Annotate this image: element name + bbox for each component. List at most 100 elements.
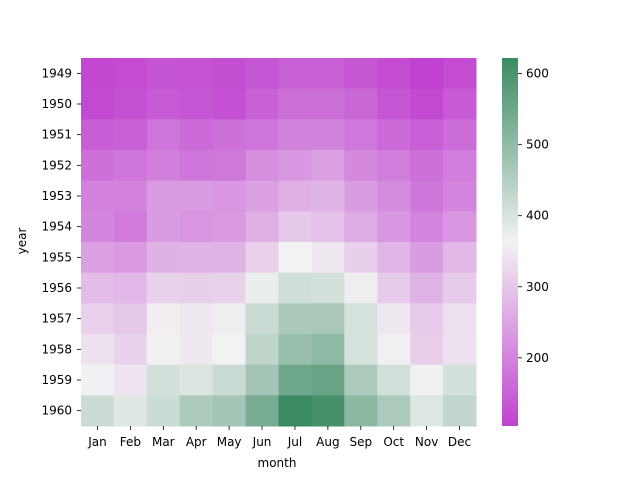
heatmap-cell xyxy=(113,88,148,120)
heatmap-cell xyxy=(344,150,378,182)
heatmap-cell xyxy=(344,242,378,274)
heatmap-cell xyxy=(410,88,444,120)
heatmap-cell xyxy=(212,364,247,396)
heatmap-cell xyxy=(410,119,444,151)
heatmap-cell xyxy=(113,150,148,182)
heatmap-cell xyxy=(245,242,279,274)
heatmap-cell xyxy=(179,334,214,366)
heatmap-cell xyxy=(212,395,247,427)
heatmap-cell xyxy=(410,395,444,427)
x-axis-label: month xyxy=(258,456,297,470)
x-tick-label: Aug xyxy=(316,435,339,449)
heatmap-cell xyxy=(377,303,411,335)
heatmap-cell xyxy=(311,395,345,427)
heatmap-cell xyxy=(443,211,477,243)
colorbar-tick-label: 500 xyxy=(526,138,549,152)
heatmap-cell xyxy=(410,272,444,304)
heatmap-cell xyxy=(113,58,148,90)
heatmap-cell xyxy=(311,364,345,396)
heatmap-cell xyxy=(443,180,477,212)
heatmap-cell xyxy=(113,119,148,151)
heatmap-cell xyxy=(179,242,214,274)
heatmap-cell xyxy=(81,364,115,396)
heatmap-cell xyxy=(278,211,312,243)
heatmap-cell xyxy=(212,58,247,90)
y-tick-label: 1958 xyxy=(41,342,72,356)
heatmap-cell xyxy=(212,242,247,274)
heatmap-cell xyxy=(311,272,345,304)
x-tick-label: May xyxy=(217,435,242,449)
y-tick-label: 1955 xyxy=(41,250,72,264)
y-tick-label: 1952 xyxy=(41,158,72,172)
heatmap-cell xyxy=(81,334,115,366)
x-tick-label: Oct xyxy=(383,435,404,449)
heatmap-cell xyxy=(212,119,247,151)
x-tick-label: Jan xyxy=(87,435,107,449)
x-tick-label: Jul xyxy=(287,435,302,449)
heatmap-cell xyxy=(146,119,181,151)
heatmap-cell xyxy=(443,242,477,274)
heatmap-cell xyxy=(410,150,444,182)
colorbar-tick-label: 600 xyxy=(526,67,549,81)
heatmap-cell xyxy=(377,395,411,427)
y-tick-label: 1949 xyxy=(41,66,72,80)
heatmap-cell xyxy=(146,242,181,274)
y-axis-ticks: 1949 1950 1951 1952 1953 1954 1955 1956 1957 1958… xyxy=(41,66,81,418)
heatmap-cell xyxy=(278,303,312,335)
y-tick-label: 1950 xyxy=(41,97,72,111)
y-tick-label: 1960 xyxy=(41,404,72,418)
heatmap-cell xyxy=(179,303,214,335)
heatmap-cell xyxy=(81,58,115,90)
heatmap-cell xyxy=(113,303,148,335)
heatmap-cell xyxy=(146,211,181,243)
heatmap-cell xyxy=(113,364,148,396)
y-tick-label: 1957 xyxy=(41,312,72,326)
heatmap-cell xyxy=(179,211,214,243)
heatmap-cell xyxy=(179,395,214,427)
heatmap-cell xyxy=(146,150,181,182)
heatmap-cell xyxy=(377,180,411,212)
heatmap-cell xyxy=(278,334,312,366)
heatmap-cell xyxy=(311,242,345,274)
heatmap-cell xyxy=(81,211,115,243)
heatmap-cell xyxy=(113,272,148,304)
heatmap-cell xyxy=(245,58,279,90)
y-tick-label: 1954 xyxy=(41,220,72,234)
heatmap-cell xyxy=(278,58,312,90)
heatmap-cell xyxy=(113,334,148,366)
heatmap-cell xyxy=(146,88,181,120)
heatmap-cell xyxy=(278,242,312,274)
heatmap-cell xyxy=(245,88,279,120)
x-tick-label: Feb xyxy=(120,435,141,449)
y-tick-label: 1956 xyxy=(41,281,72,295)
heatmap-cell xyxy=(113,180,148,212)
heatmap-cell xyxy=(278,272,312,304)
heatmap-cell xyxy=(443,272,477,304)
heatmap-cell xyxy=(81,303,115,335)
heatmap-cell xyxy=(146,334,181,366)
heatmap-cell xyxy=(146,272,181,304)
heatmap-cell xyxy=(377,88,411,120)
heatmap-cell xyxy=(410,58,444,90)
heatmap-cell xyxy=(344,272,378,304)
heatmap-cell xyxy=(146,180,181,212)
heatmap-cell xyxy=(443,150,477,182)
heatmap-cell xyxy=(179,180,214,212)
heatmap-cell xyxy=(278,180,312,212)
heatmap-cell xyxy=(410,334,444,366)
heatmap-cell xyxy=(443,88,477,120)
heatmap-cell xyxy=(278,150,312,182)
heatmap-cell xyxy=(179,150,214,182)
heatmap-cell xyxy=(212,272,247,304)
heatmap-cell xyxy=(81,272,115,304)
x-tick-label: Mar xyxy=(152,435,175,449)
heatmap-cell xyxy=(344,334,378,366)
y-tick-label: 1953 xyxy=(41,189,72,203)
heatmap-cell xyxy=(113,395,148,427)
y-tick-label: 1959 xyxy=(41,373,72,387)
heatmap-cell xyxy=(212,180,247,212)
heatmap-cell xyxy=(377,364,411,396)
y-tick-label: 1951 xyxy=(41,128,72,142)
colorbar-tick-label: 400 xyxy=(526,209,549,223)
